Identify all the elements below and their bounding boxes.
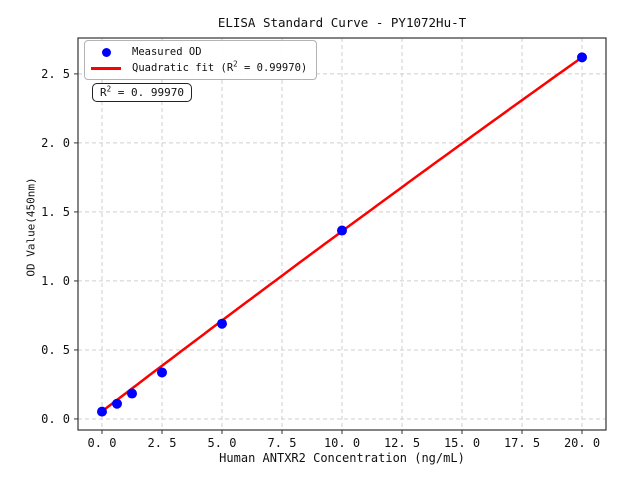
x-tick-label: 2. 5: [148, 436, 177, 450]
chart-title: ELISA Standard Curve - PY1072Hu-T: [217, 15, 467, 30]
legend: Measured OD Quadratic fit (R2 = 0.99970): [84, 40, 318, 80]
y-tick-label: 2. 0: [41, 136, 70, 150]
data-point: [97, 406, 107, 417]
legend-entry-measured-od: Measured OD: [89, 44, 307, 60]
r-squared-annotation: R2 = 0. 99970: [92, 83, 192, 102]
y-tick-label: 0. 5: [41, 343, 70, 357]
x-tick-label: 7. 5: [268, 436, 297, 450]
legend-key: [89, 66, 123, 70]
data-point: [337, 225, 347, 236]
y-axis-label: OD Value(450nm): [24, 177, 38, 277]
x-tick-label: 12. 5: [384, 436, 420, 450]
x-tick-label: 5. 0: [208, 436, 237, 450]
data-point: [157, 367, 167, 378]
x-tick-label: 0. 0: [88, 436, 117, 450]
y-tick-label: 1. 5: [41, 205, 70, 219]
line-marker-icon: [91, 66, 121, 70]
legend-key: [89, 47, 123, 57]
x-tick-label: 15. 0: [444, 436, 480, 450]
data-point: [217, 318, 227, 329]
legend-label: Quadratic fit (R2 = 0.99970): [132, 59, 308, 74]
legend-label: Measured OD: [132, 46, 202, 58]
y-tick-label: 2. 5: [41, 67, 70, 81]
x-tick-label: 17. 5: [504, 436, 540, 450]
x-tick-label: 20. 0: [564, 436, 600, 450]
legend-entry-quadratic-fit: Quadratic fit (R2 = 0.99970): [89, 60, 307, 76]
x-tick-label: 10. 0: [324, 436, 360, 450]
data-point: [127, 388, 137, 399]
data-point: [112, 398, 122, 409]
scatter-marker-icon: [101, 47, 111, 57]
y-tick-label: 0. 0: [41, 412, 70, 426]
x-axis-label: Human ANTXR2 Concentration (ng/mL): [219, 451, 465, 465]
data-point: [577, 52, 587, 63]
y-tick-label: 1. 0: [41, 274, 70, 288]
